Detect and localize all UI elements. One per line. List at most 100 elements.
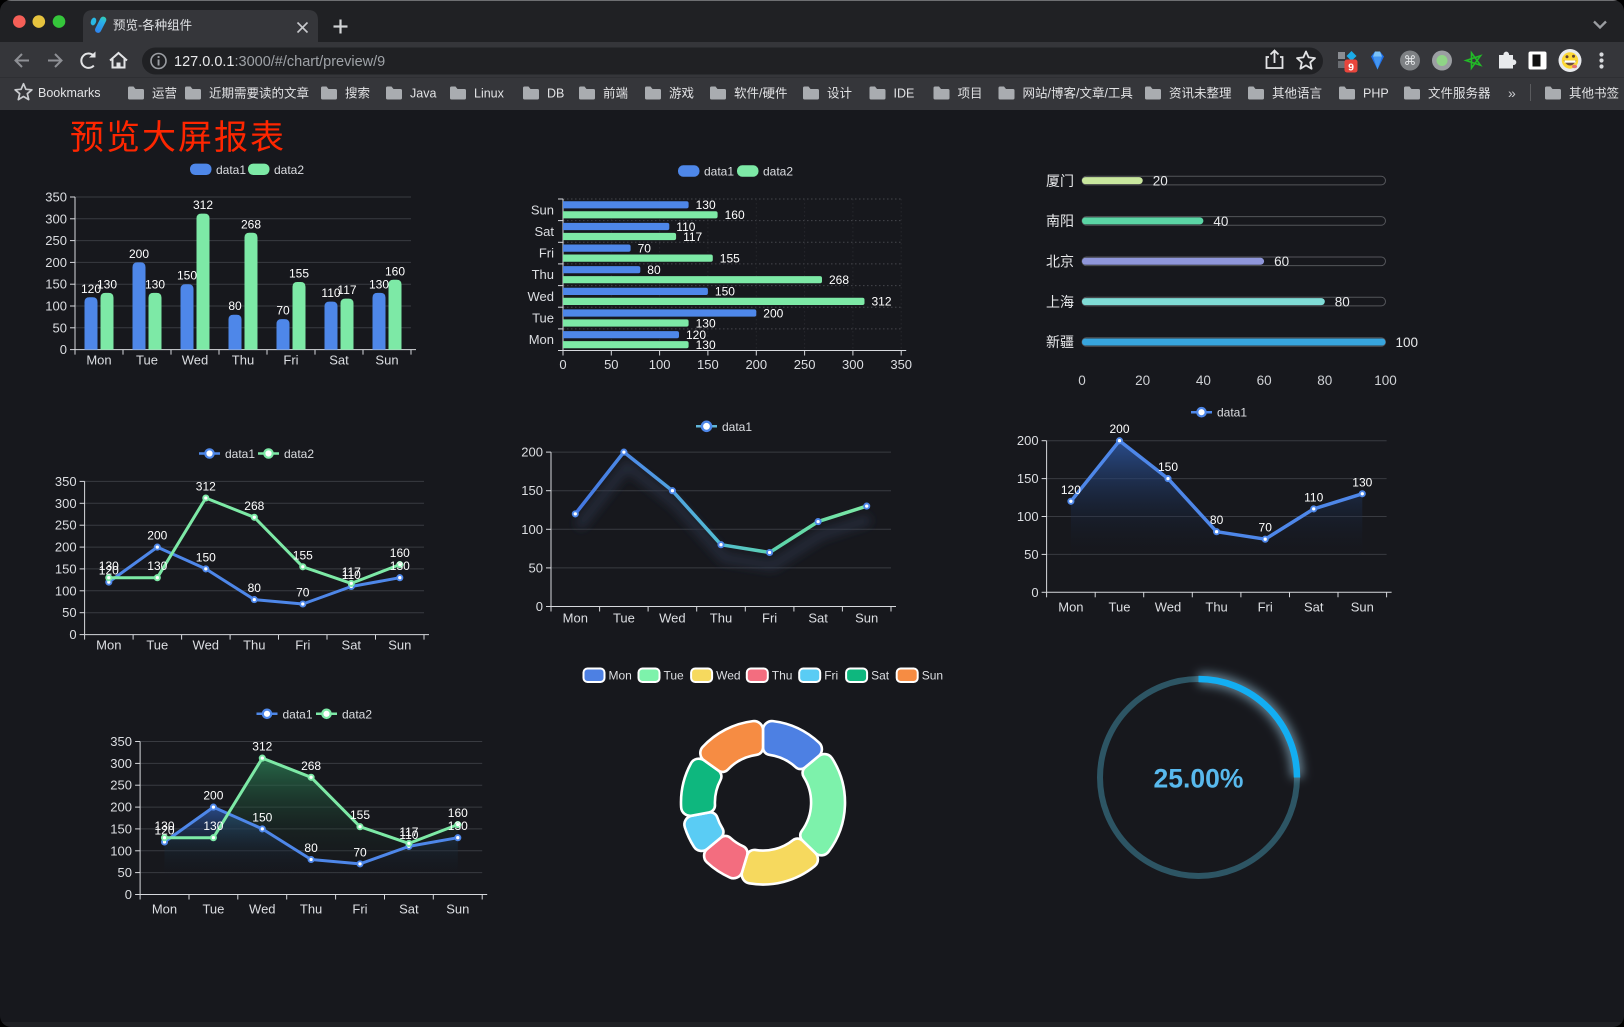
svg-text:268: 268 xyxy=(244,499,264,513)
svg-text:80: 80 xyxy=(304,841,318,855)
svg-text:200: 200 xyxy=(521,445,543,460)
svg-text:70: 70 xyxy=(353,845,367,859)
svg-text:110: 110 xyxy=(399,828,418,842)
svg-text:Sun: Sun xyxy=(531,202,554,217)
svg-text:117: 117 xyxy=(683,230,702,244)
svg-text:Thu: Thu xyxy=(300,902,322,917)
svg-text:Thu: Thu xyxy=(243,638,265,653)
svg-text:155: 155 xyxy=(293,548,313,562)
svg-text:155: 155 xyxy=(350,808,370,822)
svg-text:130: 130 xyxy=(147,559,167,573)
svg-text:312: 312 xyxy=(193,198,213,212)
svg-text:200: 200 xyxy=(763,306,783,320)
svg-text:130: 130 xyxy=(696,338,716,352)
svg-text:350: 350 xyxy=(45,190,67,205)
svg-text:150: 150 xyxy=(521,483,543,498)
svg-text:80: 80 xyxy=(647,263,661,277)
svg-text:130: 130 xyxy=(145,277,165,291)
svg-text:Fri: Fri xyxy=(283,353,298,368)
svg-text:80: 80 xyxy=(228,299,242,313)
svg-text:40: 40 xyxy=(1213,214,1228,229)
svg-text:20: 20 xyxy=(1153,173,1168,188)
svg-text:Wed: Wed xyxy=(716,669,740,683)
svg-text:268: 268 xyxy=(829,273,849,287)
svg-text:Tue: Tue xyxy=(202,902,224,917)
svg-text:100: 100 xyxy=(110,843,132,858)
svg-text:0: 0 xyxy=(1031,585,1038,600)
svg-text:Sat: Sat xyxy=(399,902,419,917)
svg-text:50: 50 xyxy=(529,560,543,575)
svg-text:120: 120 xyxy=(99,564,119,578)
svg-text:前端: 前端 xyxy=(603,86,628,101)
svg-text:其他语言: 其他语言 xyxy=(1272,87,1322,101)
svg-text:Mon: Mon xyxy=(609,669,632,683)
svg-text:Wed: Wed xyxy=(659,611,686,626)
svg-text:100: 100 xyxy=(521,522,543,537)
svg-text:近期需要读的文章: 近期需要读的文章 xyxy=(209,86,309,101)
svg-text:data2: data2 xyxy=(284,447,314,461)
svg-text:Wed: Wed xyxy=(1155,600,1182,615)
svg-text:250: 250 xyxy=(55,518,77,533)
svg-text:160: 160 xyxy=(390,546,410,560)
svg-text:117: 117 xyxy=(399,825,418,839)
svg-text:160: 160 xyxy=(385,264,405,278)
svg-text:data1: data1 xyxy=(1217,406,1247,420)
svg-text:120: 120 xyxy=(154,824,174,838)
svg-text:data2: data2 xyxy=(274,163,304,177)
svg-text:300: 300 xyxy=(842,357,864,372)
svg-text:Tue: Tue xyxy=(1109,600,1131,615)
svg-text:Fri: Fri xyxy=(539,246,554,261)
svg-text:Sun: Sun xyxy=(855,611,878,626)
svg-text:130: 130 xyxy=(203,819,223,833)
svg-text:其他书签: 其他书签 xyxy=(1569,86,1620,101)
svg-text:200: 200 xyxy=(45,255,67,270)
svg-text:100: 100 xyxy=(1396,335,1419,350)
svg-text:50: 50 xyxy=(604,357,618,372)
svg-text:Sun: Sun xyxy=(1351,600,1374,615)
svg-text:130: 130 xyxy=(696,316,716,330)
svg-text:Mon: Mon xyxy=(563,611,588,626)
svg-text:350: 350 xyxy=(55,474,77,489)
svg-text:上海: 上海 xyxy=(1046,294,1074,310)
svg-text:130: 130 xyxy=(696,198,716,212)
svg-text:Thu: Thu xyxy=(1205,600,1227,615)
svg-text:312: 312 xyxy=(252,740,272,754)
svg-text:70: 70 xyxy=(1259,521,1273,535)
svg-text:Sun: Sun xyxy=(446,902,469,917)
svg-text:南阳: 南阳 xyxy=(1046,213,1074,229)
svg-text:130: 130 xyxy=(390,559,410,573)
svg-text:150: 150 xyxy=(45,277,67,292)
svg-text:Thu: Thu xyxy=(232,353,254,368)
svg-text:150: 150 xyxy=(1158,460,1178,474)
svg-text:Sat: Sat xyxy=(342,638,362,653)
svg-text:200: 200 xyxy=(745,357,767,372)
svg-text:文件服务器: 文件服务器 xyxy=(1428,86,1491,101)
svg-text:250: 250 xyxy=(110,778,132,793)
svg-text:50: 50 xyxy=(62,605,76,620)
svg-text:50: 50 xyxy=(53,320,67,335)
svg-text:130: 130 xyxy=(97,277,117,291)
svg-text:120: 120 xyxy=(1061,483,1081,497)
svg-text:127.0.0.1:3000/#/chart/preview: 127.0.0.1:3000/#/chart/preview/9 xyxy=(174,54,385,70)
svg-text:预览-各种组件: 预览-各种组件 xyxy=(113,18,192,33)
svg-text:120: 120 xyxy=(686,328,706,342)
svg-text:130: 130 xyxy=(99,559,119,573)
svg-text:100: 100 xyxy=(1374,373,1397,388)
svg-text:游戏: 游戏 xyxy=(669,87,694,101)
svg-text:Sun: Sun xyxy=(375,353,398,368)
svg-text:200: 200 xyxy=(55,540,77,555)
svg-text:100: 100 xyxy=(1017,509,1039,524)
svg-text:350: 350 xyxy=(890,357,912,372)
svg-text:80: 80 xyxy=(248,581,262,595)
svg-text:data1: data1 xyxy=(722,420,752,434)
svg-text:117: 117 xyxy=(337,283,356,297)
svg-text:120: 120 xyxy=(81,282,101,296)
svg-text:0: 0 xyxy=(1078,373,1086,388)
svg-text:Fri: Fri xyxy=(1258,600,1273,615)
svg-text:268: 268 xyxy=(241,217,261,231)
svg-text:312: 312 xyxy=(872,295,892,309)
svg-text:Mon: Mon xyxy=(96,638,121,653)
svg-text:150: 150 xyxy=(715,285,735,299)
svg-text:250: 250 xyxy=(794,357,816,372)
svg-text:70: 70 xyxy=(296,586,310,600)
